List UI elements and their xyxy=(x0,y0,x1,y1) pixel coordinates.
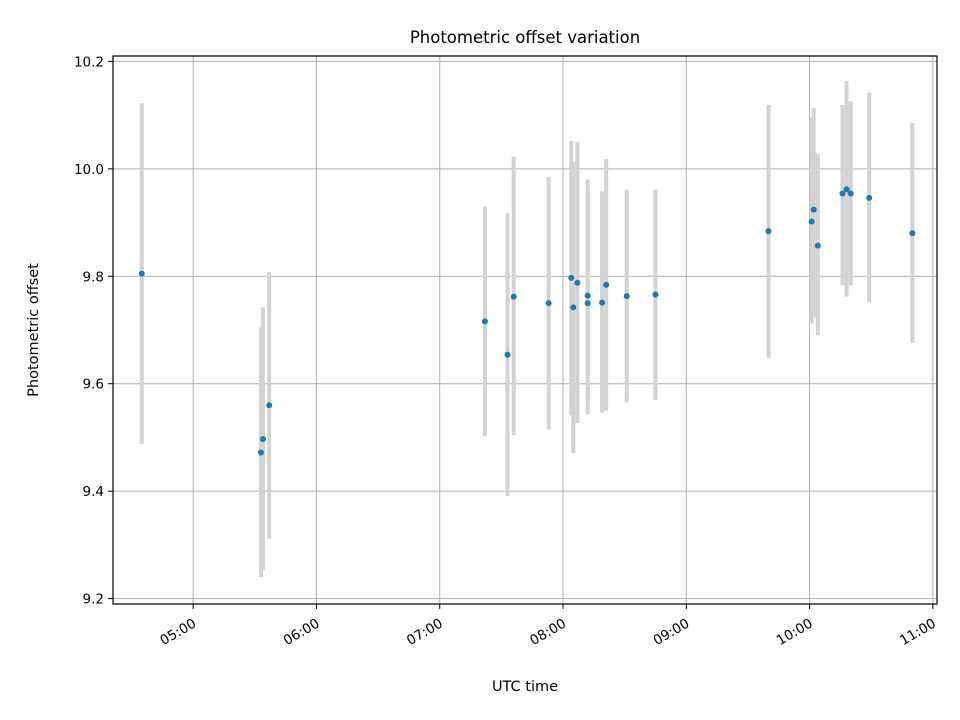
data-point xyxy=(510,293,517,300)
grid xyxy=(113,56,937,604)
data-point xyxy=(843,186,850,193)
data-point xyxy=(584,300,591,307)
y-axis-ticks: 9.2 9.4 9.6 9.8 10.0 10.2 xyxy=(74,54,113,608)
data-point xyxy=(504,351,511,358)
data-point xyxy=(574,279,581,286)
data-point xyxy=(599,299,606,306)
y-axis-label: Photometric offset xyxy=(26,263,42,397)
data-point xyxy=(847,190,854,197)
plot-frame xyxy=(112,55,938,605)
data-point xyxy=(603,281,610,288)
data-point xyxy=(866,194,873,201)
data-point xyxy=(570,304,577,311)
data-point xyxy=(545,300,552,307)
data-point xyxy=(808,218,815,225)
data-point xyxy=(584,292,591,299)
data-point xyxy=(481,318,488,325)
chart-title: Photometric offset variation xyxy=(410,28,640,47)
data-point xyxy=(909,230,916,237)
y-tick-label: 9.8 xyxy=(83,269,104,285)
y-tick-label: 9.6 xyxy=(83,377,104,393)
data-point xyxy=(765,228,772,235)
data-point xyxy=(652,291,659,298)
y-tick-label: 9.2 xyxy=(83,592,104,608)
data-point xyxy=(257,449,264,456)
y-tick-label: 9.4 xyxy=(83,484,104,500)
data-point xyxy=(839,190,846,197)
data-point xyxy=(814,242,821,249)
data-points xyxy=(138,186,916,456)
y-tick-label: 10.0 xyxy=(74,162,104,178)
data-point xyxy=(810,206,817,213)
data-point xyxy=(568,274,575,281)
data-point xyxy=(138,270,145,277)
y-tick-label: 10.2 xyxy=(74,54,104,70)
data-point xyxy=(623,293,630,300)
x-axis-label: UTC time xyxy=(492,679,558,695)
data-point xyxy=(266,402,273,409)
data-point xyxy=(260,436,267,443)
